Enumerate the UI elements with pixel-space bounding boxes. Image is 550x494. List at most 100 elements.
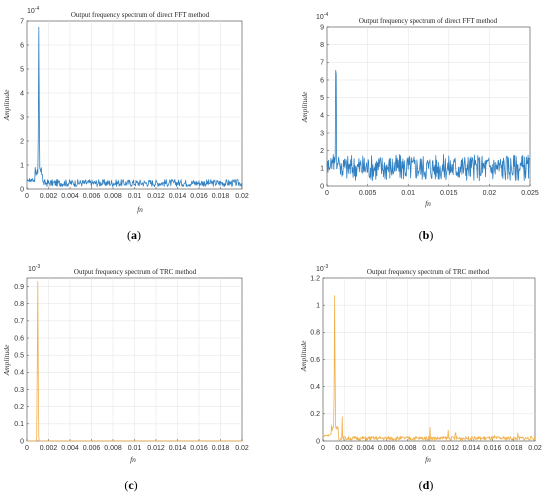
panel-b-title: Output frequency spectrum of direct FFT …	[359, 17, 498, 25]
x-tick-label: 0	[25, 445, 29, 452]
x-tick-label: 0.008	[104, 193, 122, 200]
x-tick-label: 0.02	[483, 190, 497, 197]
y-tick-label: 6	[320, 77, 324, 84]
y-tick-label: 1.2	[310, 275, 320, 282]
y-tick-label: 0.7	[14, 318, 24, 325]
x-tick-label: 0.004	[61, 193, 79, 200]
y-tick-label: 0.3	[14, 387, 24, 394]
panel-d-caption: (d)	[419, 478, 434, 492]
panel-c-exponent: 10-3	[28, 264, 40, 273]
panel-d: Output frequency spectrum of TRC method …	[299, 264, 490, 492]
x-tick-label: 0.006	[83, 193, 101, 200]
panel-a: Output frequency spectrum of direct FFT …	[2, 6, 210, 242]
panel-a-exponent: 10-4	[27, 6, 39, 15]
y-tick-label: 9	[320, 24, 324, 31]
x-tick-label: 0.008	[104, 445, 122, 452]
y-tick-label: 0.8	[14, 301, 24, 308]
panel-c-xlabel: fn	[130, 455, 136, 464]
series-line	[26, 26, 243, 188]
y-tick-label: 2	[20, 138, 24, 145]
y-tick-label: 4	[20, 90, 24, 97]
x-tick-label: 0	[321, 445, 325, 452]
x-tick-label: 0.006	[378, 445, 396, 452]
y-tick-label: 5	[20, 66, 24, 73]
y-tick-label: 0	[316, 438, 320, 445]
x-tick-label: 0.008	[399, 445, 417, 452]
y-tick-label: 0.6	[310, 357, 320, 364]
series-line	[326, 70, 531, 182]
panel-d-ylabel: Amplitude	[299, 340, 308, 372]
x-tick-label: 0.002	[40, 445, 58, 452]
y-tick-label: 0.5	[14, 353, 24, 360]
series-line	[322, 295, 536, 441]
y-tick-label: 4	[320, 113, 324, 120]
panel-d-exponent: 10-3	[316, 264, 328, 273]
y-tick-label: 0	[320, 183, 324, 190]
y-tick-label: 0.9	[14, 284, 24, 291]
x-tick-label: 0.004	[357, 445, 375, 452]
x-tick-label: 0	[25, 193, 29, 200]
x-tick-label: 0.012	[441, 445, 459, 452]
x-tick-label: 0.01	[422, 445, 436, 452]
y-tick-label: 0	[20, 438, 24, 445]
y-tick-label: 2	[320, 148, 324, 155]
y-tick-label: 0.6	[14, 335, 24, 342]
x-tick-label: 0.01	[128, 445, 142, 452]
x-tick-label: 0.012	[147, 193, 165, 200]
y-tick-label: 3	[320, 130, 324, 137]
y-tick-label: 0.1	[14, 421, 24, 428]
chart-a: 0 0.002 0.004 0.006 0.008 0.01 0.012 0.014 0.016…	[20, 18, 249, 200]
x-tick-label: 0.01	[128, 193, 142, 200]
x-tick-label: 0.002	[40, 193, 58, 200]
panel-c: Output frequency spectrum of TRC method …	[2, 264, 197, 492]
y-tick-label: 7	[20, 18, 24, 25]
y-tick-label: 3	[20, 114, 24, 121]
x-tick-label: 0.002	[335, 445, 353, 452]
chart-b: 0 0.005 0.01 0.015 0.02 0.025 0 1 2 3 4 5 6 7 8 9	[320, 24, 539, 197]
panel-d-title: Output frequency spectrum of TRC method	[367, 268, 490, 276]
x-tick-label: 0.016	[190, 445, 208, 452]
y-tick-label: 0.4	[14, 370, 24, 377]
chart-c: 0 0.002 0.004 0.006 0.008 0.01 0.012 0.014 0.016…	[14, 277, 249, 452]
x-tick-label: 0.005	[359, 190, 377, 197]
x-tick-label: 0	[325, 190, 329, 197]
chart-d: 0 0.002 0.004 0.006 0.008 0.01 0.012 0.014 0.016…	[310, 275, 542, 452]
x-tick-label: 0.018	[212, 445, 230, 452]
panel-a-xlabel: fn	[137, 205, 143, 214]
x-tick-label: 0.02	[235, 193, 249, 200]
y-tick-label: 6	[20, 42, 24, 49]
y-tick-label: 0.4	[310, 384, 320, 391]
panel-a-ylabel: Amplitude	[2, 89, 11, 121]
y-tick-label: 0.8	[310, 330, 320, 337]
x-tick-label: 0.018	[505, 445, 523, 452]
x-tick-label: 0.018	[212, 193, 230, 200]
y-tick-label: 1	[320, 166, 324, 173]
x-tick-label: 0.01	[401, 190, 415, 197]
y-tick-label: 1	[20, 162, 24, 169]
x-tick-label: 0.012	[147, 445, 165, 452]
y-tick-label: 7	[320, 60, 324, 67]
x-tick-label: 0.014	[169, 445, 187, 452]
panel-b-ylabel: Amplitude	[300, 91, 309, 123]
panel-b-caption: (b)	[419, 228, 434, 242]
panel-b-exponent: 10-4	[316, 12, 328, 21]
x-tick-label: 0.016	[484, 445, 502, 452]
panel-d-xlabel: fn	[425, 455, 431, 464]
y-tick-label: 8	[320, 42, 324, 49]
x-tick-label: 0.014	[463, 445, 481, 452]
y-tick-label: 1	[316, 302, 320, 309]
x-tick-label: 0.025	[521, 190, 539, 197]
panel-c-title: Output frequency spectrum of TRC method	[74, 268, 197, 276]
panel-b: Output frequency spectrum of direct FFT …	[300, 12, 498, 242]
panel-c-ylabel: Amplitude	[2, 344, 11, 376]
panel-a-caption: (a)	[127, 228, 141, 242]
series-line	[27, 280, 242, 442]
x-tick-label: 0.016	[190, 193, 208, 200]
x-tick-label: 0.014	[169, 193, 187, 200]
panel-a-title: Output frequency spectrum of direct FFT …	[71, 11, 210, 19]
panel-c-caption: (c)	[124, 478, 137, 492]
plot-area	[326, 26, 531, 187]
x-tick-label: 0.004	[61, 445, 79, 452]
panel-b-xlabel: fn	[425, 199, 431, 208]
